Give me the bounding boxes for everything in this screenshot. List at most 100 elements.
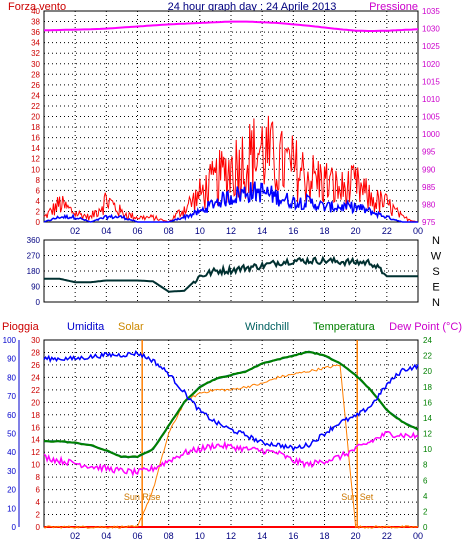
temperature-tick-label: 20 [423,367,432,376]
rain-label: Pioggia [2,321,40,333]
y-tick-label: 180 [27,267,41,276]
wind-gust-line [43,115,419,223]
x-tick-label: 12 [226,531,236,541]
humidity-tick-label: 80 [7,373,16,382]
wind-plot-frame [43,10,419,223]
y-right-tick-label: 1035 [422,7,440,16]
y-tick-label: 32 [31,49,40,58]
pressure-line [44,20,419,32]
rain-tick-label: 26 [31,361,40,370]
humidity-tick-label: 50 [7,430,16,439]
y-tick-label: 28 [31,70,40,79]
x-tick-label: 02 [70,531,80,541]
y-tick-label: 14 [31,144,40,153]
temperature-tick-label: 6 [423,476,428,485]
humidity-tick-label: 90 [7,355,16,364]
humidity-tick-label: 100 [3,336,17,345]
rain-tick-label: 6 [36,486,41,495]
y-right-tick-label: 975 [422,218,436,227]
graph-title: 24 hour graph day : 24 Aprile 2013 [168,1,337,13]
sunset-label: Sun Set [341,492,374,502]
y-right-tick-label: 1025 [422,42,440,51]
humidity-line [43,349,419,452]
x-tick-label: 20 [351,531,361,541]
x-tick-label: 06 [132,531,142,541]
y-right-tick-label: 990 [422,165,436,174]
windchill-label: Windchill [245,321,289,333]
y-tick-label: 90 [31,283,40,292]
y-right-tick-label: 1030 [422,25,440,34]
x-tick-label: 02 [70,226,80,236]
sunrise-label: Sun Rise [124,492,161,502]
y-tick-label: 26 [31,81,40,90]
humidity-tick-label: 10 [7,504,16,513]
temperature-label: Temperatura [313,321,376,333]
y-tick-label: 12 [31,155,40,164]
rain-tick-label: 0 [36,523,41,532]
y-right-tick-label: 1000 [422,130,440,139]
y-tick-label: 6 [36,186,41,195]
y-right-tick-label: 1010 [422,95,440,104]
y-tick-label: 360 [27,236,41,245]
y-tick-label: 30 [31,60,40,69]
x-tick-label: 06 [132,226,142,236]
temperature-tick-label: 4 [423,492,428,501]
y-tick-label: 38 [31,18,40,27]
y-tick-label: 20 [31,113,40,122]
y-tick-label: 18 [31,123,40,132]
temperature-tick-label: 24 [423,336,432,345]
x-tick-label: 12 [226,226,236,236]
rain-tick-label: 22 [31,386,40,395]
temperature-tick-label: 12 [423,430,432,439]
temperature-tick-label: 0 [423,523,428,532]
y-tick-label: 40 [31,7,40,16]
x-tick-label: 14 [257,226,267,236]
dewpoint-line [43,430,419,478]
temperature-line [43,350,419,459]
rain-tick-label: 30 [31,336,40,345]
y-right-tick-label: 1020 [422,60,440,69]
humidity-label: Umidita [67,321,105,333]
y-right-tick-label: 985 [422,183,436,192]
x-tick-label: 00 [413,531,423,541]
dewpoint-label: Dew Point (°C) [389,321,462,333]
solar-line [43,364,419,530]
y-tick-label: 24 [31,91,40,100]
wind-direction-line [44,255,418,293]
rain-tick-label: 10 [31,461,40,470]
x-tick-label: 08 [164,226,174,236]
y-tick-label: 22 [31,102,40,111]
y-tick-label: 34 [31,39,40,48]
solar-label: Solar [118,321,144,333]
rain-tick-label: 4 [36,498,41,507]
humidity-tick-label: 60 [7,411,16,420]
x-tick-label: 18 [319,226,329,236]
y-tick-label: 270 [27,252,41,261]
x-tick-label: 22 [382,531,392,541]
compass-label: N [432,297,440,309]
temperature-tick-label: 18 [423,383,432,392]
x-tick-label: 22 [382,226,392,236]
rain-tick-label: 16 [31,423,40,432]
temperature-tick-label: 14 [423,414,432,423]
y-right-tick-label: 995 [422,148,436,157]
rain-tick-label: 12 [31,448,40,457]
x-tick-label: 04 [101,226,111,236]
rain-tick-label: 8 [36,473,41,482]
y-tick-label: 8 [36,176,41,185]
y-right-tick-label: 1015 [422,77,440,86]
x-tick-label: 10 [195,226,205,236]
x-tick-label: 20 [351,226,361,236]
rain-tick-label: 2 [36,511,41,520]
wind-pressure-panel: 0246810121416182022242628303234363840975… [31,7,440,236]
temperature-tick-label: 2 [423,507,428,516]
x-tick-label: 04 [101,531,111,541]
wind-speed-header: Forza vento [8,1,66,13]
y-tick-label: 4 [36,197,41,206]
temperature-humidity-panel: Pioggia Umidita Solar Windchill Temperatura D… [2,321,462,541]
y-tick-label: 0 [36,298,41,307]
rain-tick-label: 28 [31,348,40,357]
